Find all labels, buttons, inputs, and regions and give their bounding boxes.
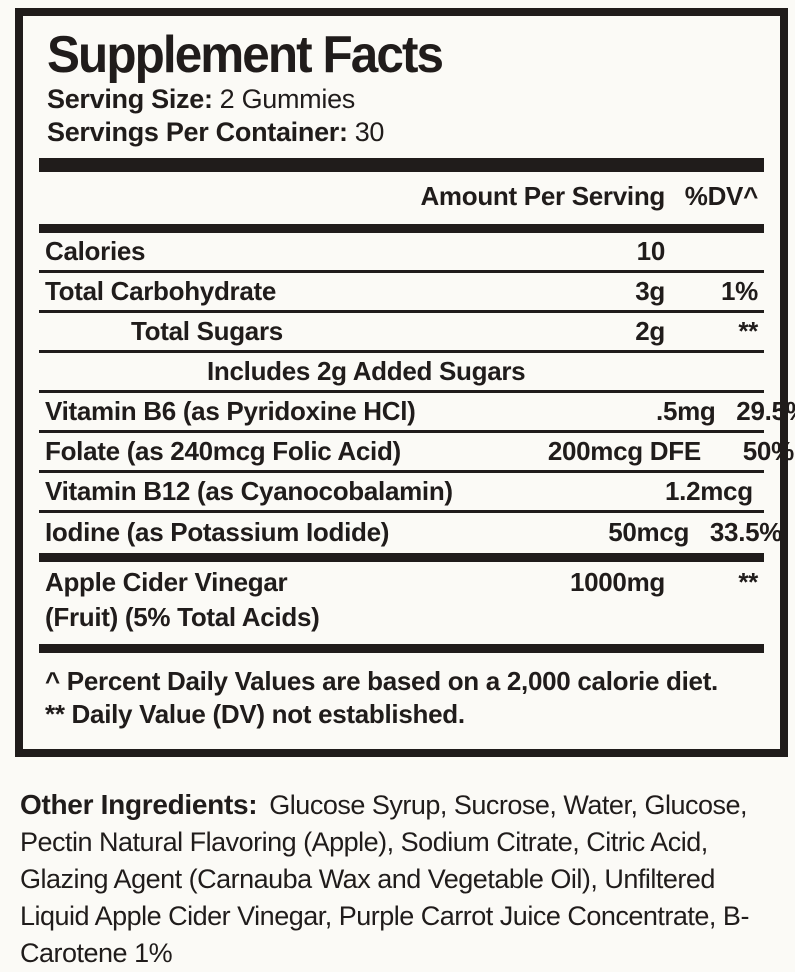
row-dv: 1% [721,275,758,306]
row-name: Vitamin B12 (as Cyanocobalamin) [45,475,453,506]
row-name: Includes 2g Added Sugars [207,355,526,386]
facts-table: Amount Per Serving %DV^ Calories 10 Tota… [39,172,795,653]
table-row-total-sugars: Total Sugars 2g ** [39,313,764,353]
table-row-calories: Calories 10 [39,233,764,273]
servings-per-container-line: Servings Per Container: 30 [47,116,764,149]
row-amount: 50mcg [608,517,690,548]
servings-per-container-value: 30 [354,116,385,147]
row-name: Total Sugars [131,315,283,346]
row-amount: 200mcg DFE [547,435,701,466]
row-dv: 50% [753,476,795,507]
table-row-folate: Folate (as 240mcg Folic Acid) 200mcg DFE… [39,433,794,473]
other-ingredients-paragraph: Other Ingredients: Glucose Syrup, Sucrose… [20,786,778,972]
row-name: Iodine (as Potassium Iodide) [45,517,390,548]
table-header-row: Amount Per Serving %DV^ [39,172,764,224]
servings-per-container-label: Servings Per Container: [47,116,348,147]
divider-thick [39,552,764,562]
table-row-vitamin-b12: Vitamin B12 (as Cyanocobalamin) 1.2mcg 5… [39,473,795,513]
row-amount: 2g [635,315,665,346]
row-name: Apple Cider Vinegar [45,566,288,597]
row-dv: ** [738,315,758,346]
row-dv: 29.5% [736,395,795,426]
header-amount-per-serving: Amount Per Serving [420,180,665,211]
footnote-percent-dv: ^ Percent Daily Values are based on a 2,… [45,665,718,696]
table-row-iodine: Iodine (as Potassium Iodide) 50mcg 33.5% [39,513,782,553]
other-ingredients-label: Other Ingredients: [20,789,258,820]
row-amount: 1000mg [569,566,665,597]
divider-thick [39,223,764,233]
row-dv: ** [738,566,758,597]
supplement-facts-panel: Supplement Facts Serving Size: 2 Gummies … [15,8,795,757]
serving-size-label: Serving Size: [47,83,213,114]
divider-thick [39,643,764,653]
row-name: Total Carbohydrate [45,275,277,306]
divider-extra-thick [39,157,764,172]
table-row-added-sugars: Includes 2g Added Sugars 4% [39,353,764,393]
header-percent-dv: %DV^ [684,180,759,211]
footnotes-section: ^ Percent Daily Values are based on a 2,… [39,653,764,731]
table-row-vitamin-b6: Vitamin B6 (as Pyridoxine HCl) .5mg 29.5… [39,393,795,433]
row-amount: 10 [636,235,666,266]
row-amount: .5mg [656,395,716,426]
row-dv: 33.5% [709,517,783,548]
footnote-dv-not-established: ** Daily Value (DV) not established. [45,698,465,729]
row-name: Calories [45,235,146,266]
serving-size-value: 2 Gummies [219,83,356,114]
row-amount: 1.2mcg [664,475,753,506]
row-dv: 50% [742,435,794,466]
table-row-total-carbohydrate: Total Carbohydrate 3g 1% [39,273,764,313]
row-name: Vitamin B6 (as Pyridoxine HCl) [45,395,416,426]
row-amount: 3g [635,275,665,306]
row-name: Folate (as 240mcg Folic Acid) [45,435,401,466]
table-row-apple-cider-vinegar: Apple Cider Vinegar 1000mg ** (Fruit) (5… [39,562,764,644]
serving-size-line: Serving Size: 2 Gummies [47,83,764,116]
supplement-label-page: Supplement Facts Serving Size: 2 Gummies … [15,8,795,968]
row-name-line2: (Fruit) (5% Total Acids) [45,601,320,632]
panel-title: Supplement Facts [47,26,444,84]
